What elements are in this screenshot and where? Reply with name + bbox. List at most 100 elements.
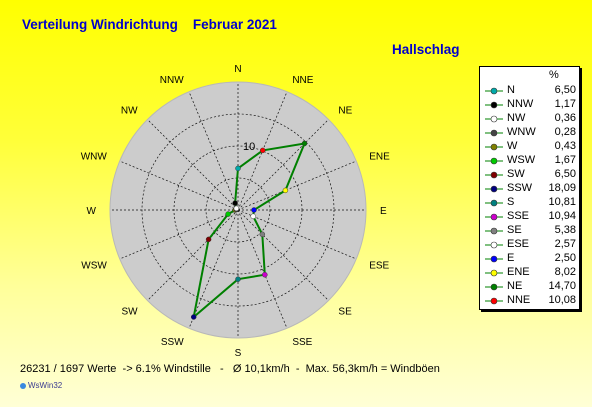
brand-text: WsWin32 (28, 381, 63, 390)
legend-marker-icon (485, 241, 503, 249)
legend-marker-icon (485, 185, 503, 193)
legend-item: NNE 10,08 (480, 294, 579, 308)
legend-direction: W (507, 140, 518, 152)
data-point (251, 207, 257, 213)
legend-marker-icon (485, 157, 503, 165)
legend-direction: SSW (507, 182, 533, 194)
legend-item: SW 6,50 (480, 168, 579, 182)
legend-direction: N (507, 84, 515, 96)
legend-value: 0,36 (554, 112, 576, 124)
legend-direction: S (507, 196, 515, 208)
legend-dot (490, 255, 498, 263)
direction-label: SW (121, 306, 138, 317)
legend-marker-icon (485, 255, 503, 263)
brand-label: WsWin32 (20, 381, 62, 390)
legend-dot (490, 157, 498, 165)
direction-label: SSE (292, 337, 312, 348)
legend-marker-icon (485, 101, 503, 109)
legend-value: 6,50 (554, 84, 576, 96)
legend-item: N 6,50 (480, 84, 579, 98)
legend-dot (490, 199, 498, 207)
data-point (205, 236, 212, 243)
direction-label: N (234, 64, 241, 75)
grid-spoke (147, 119, 239, 211)
legend-direction: ENE (507, 266, 530, 278)
legend-item: ENE 8,02 (480, 266, 579, 280)
legend-item: SE 5,38 (480, 224, 579, 238)
direction-label: NNE (292, 75, 313, 86)
data-point (262, 271, 268, 278)
legend-value: 5,38 (554, 224, 576, 236)
grid-spoke (188, 91, 239, 211)
data-point (190, 314, 197, 320)
legend-dot (490, 227, 498, 235)
legend: % N 6,50 NNW 1,17 NW 0,36 WNW 0,28 W 0,43 WSW 1,67 S… (479, 66, 580, 310)
direction-label: SE (338, 306, 352, 317)
legend-direction: NE (507, 280, 523, 292)
legend-value: 0,43 (554, 140, 576, 152)
legend-direction: WSW (507, 154, 536, 166)
legend-direction: SE (507, 224, 522, 236)
legend-value: 2,50 (554, 252, 576, 264)
legend-direction: NNE (507, 294, 531, 306)
legend-dot (490, 283, 498, 291)
legend-marker-icon (485, 171, 503, 179)
grid-spoke (237, 209, 288, 329)
legend-marker-icon (485, 199, 503, 207)
legend-value: 10,08 (548, 294, 576, 306)
grid-spoke (237, 119, 329, 211)
direction-label: WNW (81, 152, 108, 163)
legend-marker-icon (485, 297, 503, 305)
legend-direction: WNW (507, 126, 536, 138)
data-point (235, 276, 241, 282)
legend-dot (490, 241, 498, 249)
legend-dot (490, 87, 498, 95)
legend-item: E 2,50 (480, 252, 579, 266)
data-point (301, 140, 308, 147)
legend-value: 6,50 (554, 168, 576, 180)
summary-text: 26231 / 1697 Werte -> 6.1% Windstille - … (20, 363, 440, 375)
legend-item: W 0,43 (480, 140, 579, 154)
legend-item: NNW 1,17 (480, 98, 579, 112)
data-point (250, 213, 256, 220)
legend-item: NE 14,70 (480, 280, 579, 294)
grid-spoke (237, 209, 329, 301)
direction-label: E (380, 206, 387, 217)
legend-marker-icon (485, 115, 503, 123)
legend-direction: NW (507, 112, 526, 124)
legend-item: WNW 0,28 (480, 126, 579, 140)
legend-item: S 10,81 (480, 196, 579, 210)
legend-value: 1,17 (554, 98, 576, 110)
legend-value: 1,67 (554, 154, 576, 166)
legend-item: SSW 18,09 (480, 182, 579, 196)
legend-direction: SSE (507, 210, 530, 222)
direction-label: WSW (81, 260, 107, 271)
ring-label: 10 (243, 141, 255, 153)
legend-value: 2,57 (554, 238, 576, 250)
legend-dot (490, 101, 498, 109)
legend-direction: ESE (507, 238, 530, 250)
legend-marker-icon (485, 87, 503, 95)
grid-spoke (237, 160, 357, 211)
legend-marker-icon (485, 227, 503, 235)
legend-unit: % (549, 69, 559, 81)
data-point (259, 231, 266, 238)
direction-label: NW (121, 106, 138, 117)
chart-title: Verteilung Windrichtung Februar 2021 (22, 17, 277, 32)
grid-spoke (147, 209, 239, 301)
data-point (282, 187, 289, 194)
legend-dot (490, 129, 498, 137)
legend-dot (490, 213, 498, 221)
grid-spoke (237, 209, 357, 260)
legend-dot (490, 171, 498, 179)
legend-direction: NNW (507, 98, 534, 110)
data-point (259, 147, 266, 154)
data-point (232, 200, 238, 206)
grid-spoke (119, 160, 239, 211)
legend-dot (490, 115, 498, 123)
legend-value: 8,02 (554, 266, 576, 278)
location-label: Hallschlag (392, 42, 460, 57)
legend-item: NW 0,36 (480, 112, 579, 126)
legend-value: 14,70 (548, 280, 576, 292)
